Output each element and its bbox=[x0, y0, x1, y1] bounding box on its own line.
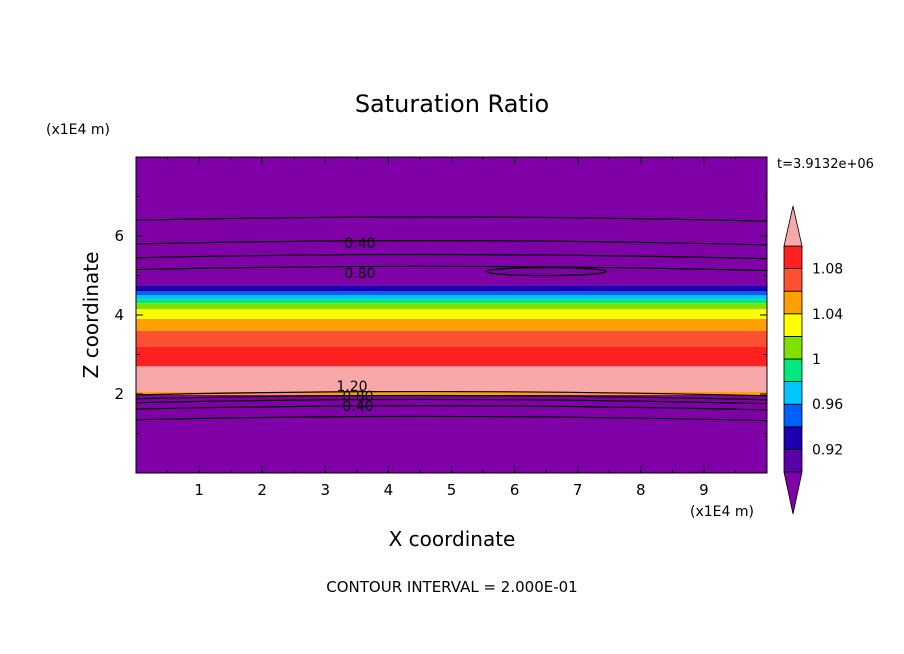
y-tick-label-2: 6 bbox=[114, 227, 124, 245]
heatmap-band-1 bbox=[136, 392, 767, 395]
colorbar-label-2: 1 bbox=[812, 352, 821, 368]
colorbar-segment-3 bbox=[783, 381, 803, 405]
contour-line-8 bbox=[136, 216, 767, 222]
heatmap-band-7 bbox=[136, 303, 767, 310]
colorbar-labels: 1.08 1.04 1 0.96 0.92 bbox=[812, 262, 843, 459]
contour-line-0 bbox=[136, 415, 767, 422]
colorbar-segment-5 bbox=[783, 335, 803, 360]
heatmap-band-8 bbox=[136, 299, 767, 304]
heatmap-field bbox=[136, 157, 767, 473]
contour-labels: 0.40 0.80 1.20 0.80 0.40 bbox=[336, 236, 375, 415]
colorbar-label-0: 1.08 bbox=[812, 262, 843, 278]
contour-line-7 bbox=[136, 240, 767, 246]
x-tick-label-1: 2 bbox=[257, 481, 267, 499]
contour-closed-loop bbox=[485, 266, 607, 277]
colorbar bbox=[783, 205, 803, 515]
x-tick-label-8: 9 bbox=[699, 481, 709, 499]
heatmap-band-2 bbox=[136, 366, 767, 393]
contour-line-1 bbox=[136, 405, 767, 411]
plot-area: 0.40 0.80 1.20 0.80 0.40 bbox=[135, 156, 768, 474]
x-tick-label-7: 8 bbox=[636, 481, 646, 499]
contour-line-6 bbox=[136, 253, 767, 260]
colorbar-segment-8 bbox=[783, 268, 803, 292]
x-axis-label: X coordinate bbox=[389, 527, 516, 551]
heatmap-band-5 bbox=[136, 318, 767, 331]
heatmap-band-4 bbox=[136, 330, 767, 347]
colorbar-under-arrow bbox=[783, 471, 803, 515]
x-tick-label-5: 6 bbox=[510, 481, 520, 499]
colorbar-label-3: 0.96 bbox=[812, 397, 843, 413]
x-tick-label-4: 5 bbox=[447, 481, 457, 499]
contour-line-2 bbox=[136, 398, 767, 405]
y-units-label: (x1E4 m) bbox=[46, 122, 110, 138]
time-label: t=3.9132e+06 bbox=[777, 157, 874, 172]
x-tick-label-2: 3 bbox=[321, 481, 331, 499]
chart-title: Saturation Ratio bbox=[355, 90, 549, 118]
heatmap-band-11 bbox=[136, 285, 767, 292]
contour-label-0: 0.40 bbox=[344, 236, 375, 252]
y-tick-label-1: 4 bbox=[114, 306, 124, 324]
x-tick-label-0: 1 bbox=[194, 481, 204, 499]
y-tick-labels: 2 4 6 bbox=[114, 227, 124, 403]
x-tick-labels: 1 2 3 4 5 6 7 8 9 bbox=[194, 481, 708, 499]
x-tick-label-3: 4 bbox=[384, 481, 394, 499]
heatmap-band-9 bbox=[136, 295, 767, 300]
colorbar-segment-9 bbox=[783, 245, 803, 270]
y-axis-label: Z coordinate bbox=[79, 252, 103, 379]
contour-label-2: 1.20 bbox=[336, 379, 367, 395]
colorbar-label-1: 1.04 bbox=[812, 307, 843, 323]
y-tick-label-0: 2 bbox=[114, 385, 124, 403]
contour-line-5 bbox=[136, 265, 767, 272]
colorbar-label-4: 0.92 bbox=[812, 442, 843, 458]
heatmap-band-10 bbox=[136, 291, 767, 296]
colorbar-segment-6 bbox=[783, 313, 803, 337]
contour-lines bbox=[136, 216, 767, 422]
colorbar-segment-7 bbox=[783, 290, 803, 315]
axis-ticks bbox=[136, 157, 767, 473]
colorbar-segment-0 bbox=[783, 448, 803, 473]
contour-label-3: 0.80 bbox=[342, 389, 373, 405]
x-tick-label-6: 7 bbox=[573, 481, 583, 499]
contour-line-3 bbox=[136, 394, 767, 401]
colorbar-over-arrow bbox=[783, 205, 803, 247]
contour-label-4: 0.40 bbox=[342, 399, 373, 415]
colorbar-segment-2 bbox=[783, 403, 803, 428]
heatmap-band-6 bbox=[136, 309, 767, 319]
heatmap-band-3 bbox=[136, 346, 767, 367]
colorbar-segment-4 bbox=[783, 358, 803, 383]
contour-label-1: 0.80 bbox=[344, 266, 375, 282]
heatmap-band-12 bbox=[136, 157, 767, 286]
x-units-label: (x1E4 m) bbox=[690, 504, 754, 520]
colorbar-segment-1 bbox=[783, 426, 803, 450]
contour-line-4 bbox=[136, 390, 767, 397]
contour-interval-footer: CONTOUR INTERVAL = 2.000E-01 bbox=[326, 578, 577, 596]
